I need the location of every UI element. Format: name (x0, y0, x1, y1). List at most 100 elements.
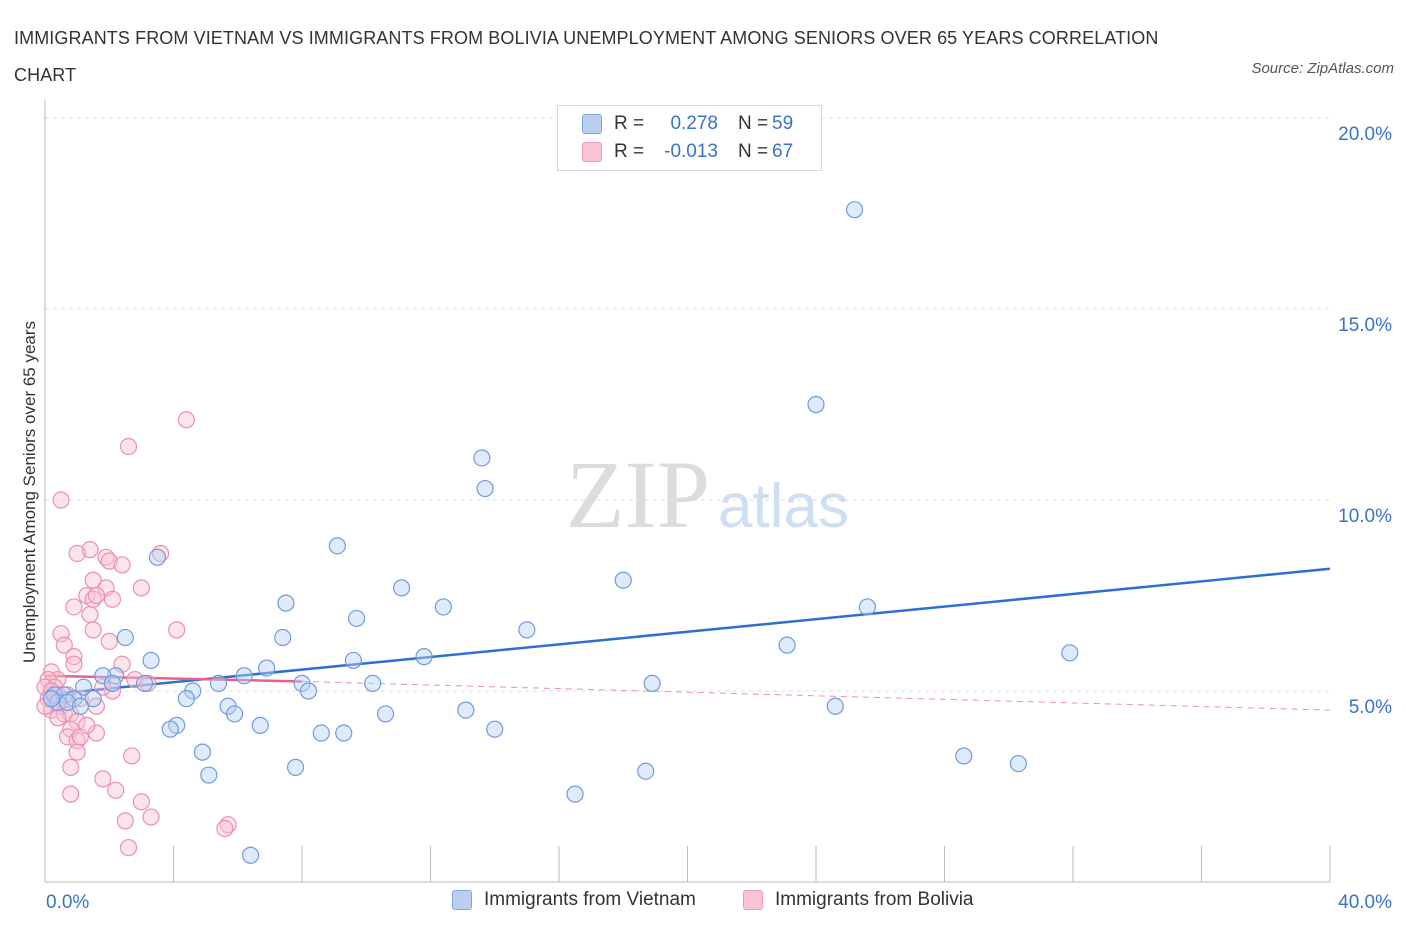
bolivia-point (81, 605, 99, 624)
x-tick-label: 0.0% (46, 892, 89, 913)
chart-title: IMMIGRANTS FROM VIETNAM VS IMMIGRANTS FR… (14, 28, 1159, 85)
y-tick-label: 15.0% (1338, 315, 1392, 336)
r-label: R = (614, 141, 645, 162)
vietnam-point (225, 705, 244, 723)
correlation-legend: R = 0.278 N = 59 R = -0.013 N = 67 (557, 105, 822, 171)
axes (44, 100, 1331, 883)
vietnam-points (42, 201, 1079, 864)
vietnam-point (274, 628, 292, 647)
vietnam-trend-line (44, 567, 1331, 697)
vietnam-point (116, 628, 134, 647)
vietnam-point (826, 697, 844, 715)
vietnam-point (845, 201, 864, 219)
vietnam-point (637, 762, 655, 780)
vietnam-point (74, 678, 93, 696)
vietnam-legend-swatch (452, 890, 472, 910)
vietnam-n-value: 59 (772, 113, 794, 134)
vietnam-point (161, 720, 179, 738)
bolivia-point (55, 636, 73, 654)
bolivia-point (119, 839, 138, 857)
legend-row-vietnam: R = 0.278 N = 59 (582, 111, 793, 137)
vietnam-point (286, 758, 305, 777)
vietnam-point (71, 697, 89, 715)
bolivia-point (81, 541, 99, 559)
vietnam-point (1061, 644, 1079, 662)
bolivia-point (52, 491, 70, 509)
bolivia-point (78, 716, 96, 734)
vietnam-point (1009, 754, 1027, 773)
bolivia-point (132, 793, 150, 811)
bolivia-point (68, 544, 86, 563)
vietnam-point (177, 690, 195, 708)
vietnam-point (58, 693, 77, 712)
legend-item-vietnam[interactable]: Immigrants from Vietnam (452, 889, 696, 911)
legend-item-bolivia[interactable]: Immigrants from Bolivia (743, 889, 974, 911)
bolivia-point (68, 743, 86, 761)
watermark: ZIP atlas (566, 441, 849, 548)
vietnam-point (415, 648, 433, 666)
vietnam-point (135, 674, 154, 692)
watermark-zip: ZIP (566, 441, 710, 548)
r-label: R = (614, 113, 645, 134)
bolivia-point (119, 437, 138, 456)
bolivia-point (126, 670, 144, 689)
y-tick-label: 20.0% (1338, 124, 1392, 145)
bolivia-point (216, 819, 234, 838)
vietnam-point (242, 846, 260, 864)
vietnam-point (328, 537, 346, 555)
vietnam-point (103, 674, 122, 692)
vietnam-point (614, 571, 632, 589)
bolivia-trend-line (44, 674, 303, 683)
vietnam-point (858, 598, 877, 616)
legend-label-vietnam: Immigrants from Vietnam (484, 889, 696, 910)
vietnam-point (200, 766, 218, 784)
bolivia-r-value: -0.013 (664, 141, 718, 162)
vietnam-swatch (582, 114, 602, 134)
y-tick-label: 10.0% (1338, 506, 1392, 527)
bolivia-point (84, 621, 102, 639)
y-tick-label: 5.0% (1349, 697, 1392, 718)
bolivia-point (100, 632, 118, 650)
vietnam-point (148, 548, 167, 566)
vietnam-point (348, 609, 366, 628)
vietnam-point (364, 674, 382, 692)
x-tick-label: 40.0% (1338, 892, 1392, 913)
vietnam-point (476, 479, 494, 498)
bolivia-point (65, 655, 83, 673)
vietnam-point (376, 705, 395, 723)
vietnam-point (193, 743, 212, 761)
n-label: N = (738, 141, 769, 162)
vietnam-point (299, 682, 318, 700)
bolivia-point (142, 808, 160, 826)
bolivia-point (168, 621, 186, 639)
bolivia-points (36, 411, 237, 857)
trend-lines (44, 567, 1331, 711)
bolivia-point (65, 598, 83, 616)
bolivia-point (113, 556, 131, 574)
source-label: Source: ZipAtlas.com (1251, 60, 1394, 77)
vietnam-point (955, 747, 973, 765)
vietnam-point (518, 621, 536, 639)
vietnam-point (209, 674, 228, 692)
bolivia-point (100, 552, 118, 570)
bolivia-point (62, 785, 80, 803)
watermark-atlas: atlas (718, 472, 849, 541)
vietnam-point (251, 716, 269, 734)
legend-label-bolivia: Immigrants from Bolivia (775, 889, 974, 910)
vietnam-point (344, 651, 362, 670)
vietnam-point (392, 579, 411, 597)
bolivia-point (94, 770, 112, 788)
vietnam-point (807, 395, 825, 414)
tick-labels: 5.0% 10.0% 15.0% 20.0% 0.0% 40.0% (46, 124, 1392, 913)
vietnam-point (473, 449, 491, 467)
bolivia-point (123, 747, 141, 765)
vietnam-point (142, 651, 160, 670)
bolivia-point (177, 411, 195, 429)
vietnam-point (258, 659, 276, 677)
vietnam-point (643, 674, 661, 692)
gridlines (45, 117, 1330, 692)
vietnam-point (335, 724, 353, 742)
vietnam-point (312, 724, 330, 742)
bolivia-n-value: 67 (772, 141, 794, 162)
